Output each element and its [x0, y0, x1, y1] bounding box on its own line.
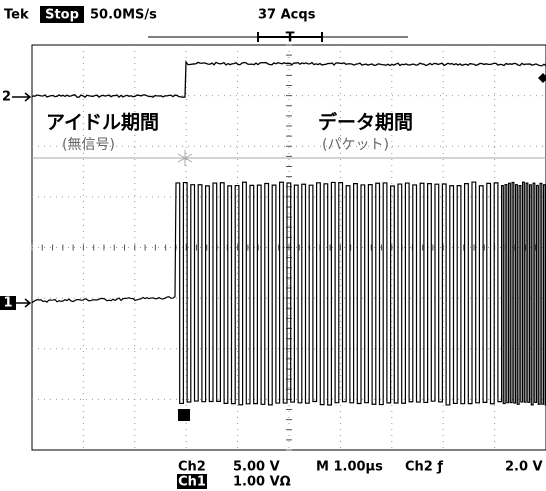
sample-rate: 50.0MS/s	[90, 8, 157, 23]
idle-title: アイドル期間	[46, 112, 159, 134]
period-divider	[32, 154, 546, 162]
idle-note: (無信号)	[62, 137, 115, 153]
ch2-trace	[32, 62, 546, 97]
ground-marker	[178, 409, 190, 421]
ch1-scale: 1.00 VΩ	[233, 475, 291, 490]
trigger-source: Ch2 ƒ	[405, 460, 443, 475]
footer-ch2: Ch2	[178, 460, 206, 475]
ch1-arrow	[16, 299, 30, 307]
brand: Tek	[4, 8, 29, 23]
trigger-marker	[538, 73, 546, 83]
scope-screen: T Tek Stop 50.0MS/s 37 Acqs 2 1 アイドル期間 (…	[0, 0, 546, 491]
state: Stop	[45, 8, 79, 23]
ch1-trace	[32, 182, 546, 405]
timebase: M 1.00µs	[316, 460, 383, 475]
data-note: (パケット)	[322, 137, 389, 153]
trigger-pos: T	[286, 31, 295, 46]
ch2-marker: 2	[2, 90, 11, 105]
trigger-level: 2.0 V	[505, 460, 543, 475]
ch2-arrow	[12, 93, 30, 101]
footer-ch1: Ch1	[178, 475, 206, 490]
ch1-marker: 1	[3, 296, 12, 311]
acquisitions: 37 Acqs	[258, 8, 316, 23]
data-title: データ期間	[318, 111, 413, 134]
ch2-scale: 5.00 V	[233, 460, 280, 475]
